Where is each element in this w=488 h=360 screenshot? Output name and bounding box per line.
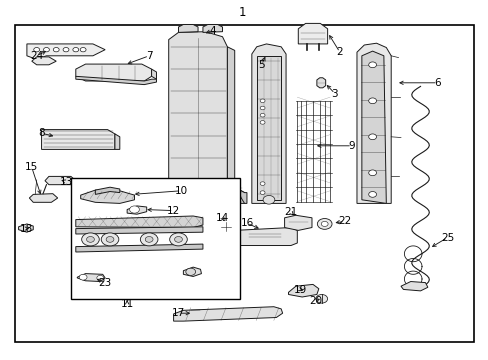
Circle shape bbox=[73, 48, 79, 52]
Circle shape bbox=[129, 206, 139, 213]
Polygon shape bbox=[32, 57, 56, 65]
Circle shape bbox=[79, 274, 87, 280]
Polygon shape bbox=[203, 24, 222, 32]
Text: 6: 6 bbox=[433, 78, 440, 88]
Text: 13: 13 bbox=[59, 177, 73, 187]
Polygon shape bbox=[256, 56, 281, 200]
Circle shape bbox=[53, 48, 59, 52]
Polygon shape bbox=[115, 134, 120, 149]
Circle shape bbox=[260, 99, 264, 103]
Text: 15: 15 bbox=[25, 162, 39, 172]
Circle shape bbox=[101, 233, 119, 246]
Polygon shape bbox=[95, 187, 120, 194]
Text: 23: 23 bbox=[98, 278, 112, 288]
Circle shape bbox=[63, 48, 69, 52]
Text: 19: 19 bbox=[293, 285, 307, 295]
Circle shape bbox=[80, 48, 86, 52]
Polygon shape bbox=[76, 244, 203, 252]
Text: 21: 21 bbox=[284, 207, 297, 217]
Polygon shape bbox=[41, 130, 115, 149]
Polygon shape bbox=[251, 44, 285, 203]
Polygon shape bbox=[288, 284, 318, 297]
Polygon shape bbox=[217, 221, 233, 232]
Circle shape bbox=[315, 294, 327, 303]
Polygon shape bbox=[234, 228, 297, 246]
Circle shape bbox=[81, 233, 99, 246]
Polygon shape bbox=[151, 69, 156, 79]
Polygon shape bbox=[81, 190, 134, 203]
Polygon shape bbox=[234, 187, 246, 203]
Polygon shape bbox=[166, 187, 244, 203]
Text: 20: 20 bbox=[308, 296, 321, 306]
Text: 14: 14 bbox=[215, 213, 229, 223]
Polygon shape bbox=[76, 64, 151, 81]
Polygon shape bbox=[400, 282, 427, 291]
Circle shape bbox=[86, 237, 94, 242]
Circle shape bbox=[368, 134, 376, 140]
Text: 25: 25 bbox=[440, 233, 453, 243]
Circle shape bbox=[368, 170, 376, 176]
Circle shape bbox=[43, 48, 49, 52]
Text: 5: 5 bbox=[258, 60, 264, 70]
Text: 1: 1 bbox=[238, 6, 245, 19]
Circle shape bbox=[321, 221, 327, 226]
Polygon shape bbox=[27, 44, 105, 59]
Text: 9: 9 bbox=[348, 141, 355, 151]
Polygon shape bbox=[77, 274, 105, 282]
Polygon shape bbox=[76, 76, 156, 85]
Text: 12: 12 bbox=[166, 206, 180, 216]
Text: 4: 4 bbox=[209, 26, 216, 36]
Polygon shape bbox=[284, 215, 311, 230]
Circle shape bbox=[106, 237, 114, 242]
Text: 18: 18 bbox=[20, 224, 34, 234]
Circle shape bbox=[145, 237, 153, 242]
Polygon shape bbox=[227, 47, 234, 203]
Text: 3: 3 bbox=[331, 89, 338, 99]
Circle shape bbox=[263, 195, 274, 204]
Polygon shape bbox=[76, 216, 203, 228]
Circle shape bbox=[260, 121, 264, 124]
Polygon shape bbox=[178, 24, 198, 32]
Bar bbox=[71, 178, 239, 299]
Polygon shape bbox=[168, 32, 227, 203]
Circle shape bbox=[260, 106, 264, 110]
Text: 22: 22 bbox=[337, 216, 351, 226]
Text: 24: 24 bbox=[30, 51, 43, 61]
Circle shape bbox=[97, 275, 103, 280]
Text: 8: 8 bbox=[38, 128, 45, 138]
Circle shape bbox=[368, 62, 376, 68]
Polygon shape bbox=[29, 194, 58, 202]
Polygon shape bbox=[356, 43, 390, 203]
Text: 16: 16 bbox=[240, 218, 253, 228]
Polygon shape bbox=[298, 23, 327, 44]
Text: 2: 2 bbox=[336, 47, 343, 57]
Polygon shape bbox=[183, 267, 201, 276]
Text: 7: 7 bbox=[145, 51, 152, 61]
Circle shape bbox=[174, 237, 182, 242]
Circle shape bbox=[260, 113, 264, 117]
Polygon shape bbox=[361, 51, 386, 203]
Text: 17: 17 bbox=[171, 308, 185, 318]
Polygon shape bbox=[316, 78, 325, 88]
Circle shape bbox=[140, 233, 158, 246]
Circle shape bbox=[368, 192, 376, 197]
Bar bbox=[15, 25, 473, 342]
Polygon shape bbox=[76, 227, 203, 234]
Circle shape bbox=[34, 48, 40, 52]
Polygon shape bbox=[45, 176, 76, 185]
Circle shape bbox=[169, 233, 187, 246]
Polygon shape bbox=[173, 307, 282, 321]
Polygon shape bbox=[19, 224, 33, 232]
Circle shape bbox=[317, 219, 331, 229]
Circle shape bbox=[260, 191, 264, 194]
Text: 10: 10 bbox=[174, 186, 187, 196]
Circle shape bbox=[368, 98, 376, 104]
Circle shape bbox=[185, 268, 195, 275]
Text: 11: 11 bbox=[120, 299, 134, 309]
Circle shape bbox=[260, 182, 264, 185]
Polygon shape bbox=[127, 206, 146, 214]
